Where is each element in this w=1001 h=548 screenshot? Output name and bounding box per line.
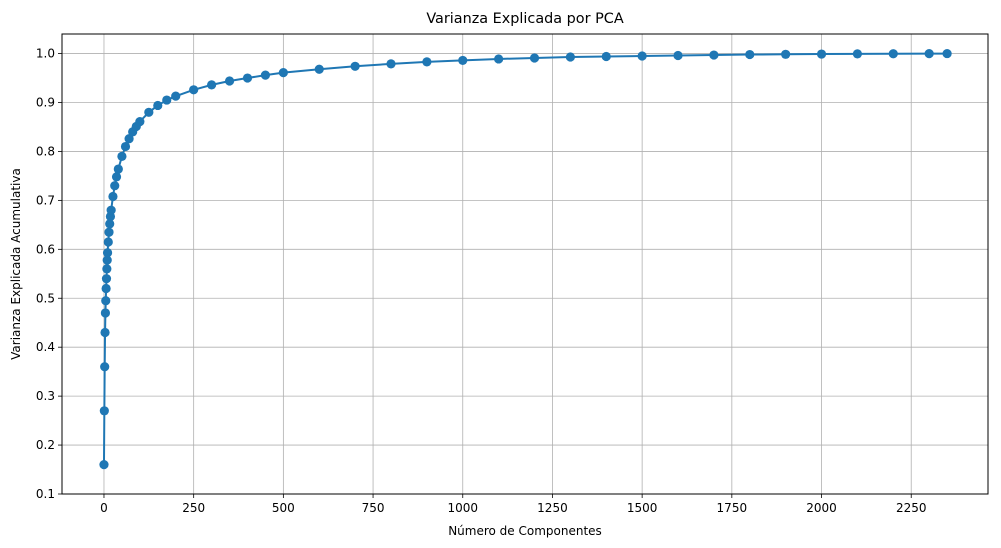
data-point	[781, 49, 791, 59]
data-point	[852, 49, 863, 59]
x-tick-label: 250	[182, 501, 205, 515]
data-point	[99, 406, 109, 416]
plot-frame	[61, 33, 989, 495]
data-point	[942, 48, 952, 59]
x-tick-label: 500	[272, 501, 295, 515]
y-tick-label: 0.7	[36, 193, 55, 207]
data-point	[816, 49, 827, 59]
data-point	[105, 219, 115, 229]
x-axis-ticks: 0 250 500 750 1000 1250 1500 1750 2000 2250	[100, 494, 926, 515]
data-point	[162, 95, 172, 105]
data-point	[102, 248, 113, 258]
data-point	[111, 172, 122, 182]
x-axis-title: Número de Componentes	[448, 524, 602, 538]
data-point	[101, 283, 111, 294]
data-point	[278, 68, 288, 78]
data-point	[260, 70, 271, 80]
data-point	[422, 57, 432, 67]
data-point	[529, 53, 540, 63]
data-point	[745, 49, 755, 60]
y-tick-label: 0.8	[36, 144, 55, 158]
data-point	[106, 205, 116, 215]
data-point	[110, 181, 120, 191]
data-point	[102, 264, 112, 274]
data-point	[120, 141, 131, 152]
y-tick-label: 1.0	[36, 47, 55, 61]
y-tick-label: 0.6	[36, 242, 55, 256]
data-point	[102, 255, 112, 265]
data-point	[135, 117, 145, 127]
data-point	[117, 151, 127, 161]
data-point	[101, 296, 111, 306]
x-tick-label: 0	[100, 501, 108, 515]
series-layer	[99, 48, 952, 470]
x-tick-label: 1000	[447, 501, 478, 515]
data-point	[124, 134, 134, 144]
x-tick-label: 2000	[806, 501, 837, 515]
x-tick-label: 750	[362, 501, 385, 515]
data-point	[565, 52, 575, 62]
data-point	[113, 164, 123, 174]
y-axis-ticks: 0.1 0.2 0.3 0.4 0.5 0.6 0.7 0.8 0.9 1.0	[36, 47, 62, 501]
y-tick-label: 0.2	[36, 438, 55, 452]
y-axis-title: Varianza Explicada Acumulativa	[9, 168, 23, 360]
x-tick-label: 2250	[896, 501, 927, 515]
y-tick-label: 0.4	[36, 340, 55, 354]
data-point	[100, 308, 111, 318]
data-point	[314, 64, 324, 74]
y-tick-label: 0.5	[36, 291, 55, 305]
data-point	[108, 191, 118, 202]
x-tick-label: 1750	[717, 501, 748, 515]
data-point	[207, 80, 217, 90]
data-point	[101, 274, 112, 284]
data-point	[242, 73, 253, 83]
data-point	[709, 50, 719, 60]
data-point	[458, 55, 468, 66]
data-point	[100, 327, 110, 338]
data-point	[637, 51, 647, 61]
chart-title: Varianza Explicada por PCA	[426, 11, 623, 27]
data-point	[144, 107, 154, 117]
data-point	[103, 237, 113, 247]
data-point	[673, 50, 683, 61]
data-point	[494, 54, 504, 64]
y-tick-label: 0.9	[36, 96, 55, 110]
data-point	[601, 51, 611, 62]
data-point	[224, 76, 235, 86]
data-point	[386, 59, 396, 69]
data-point	[100, 362, 110, 372]
data-point	[888, 49, 898, 59]
grid-lines	[62, 34, 988, 495]
y-tick-label: 0.1	[36, 487, 55, 501]
data-point	[99, 460, 109, 470]
series-line	[102, 52, 948, 465]
data-point	[350, 61, 360, 71]
x-tick-label: 1500	[627, 501, 658, 515]
data-point	[171, 91, 181, 101]
data-point	[104, 227, 114, 237]
data-point	[153, 100, 163, 111]
data-point	[189, 85, 199, 95]
y-tick-label: 0.3	[36, 389, 55, 403]
data-point	[924, 49, 934, 59]
x-tick-label: 1250	[537, 501, 568, 515]
